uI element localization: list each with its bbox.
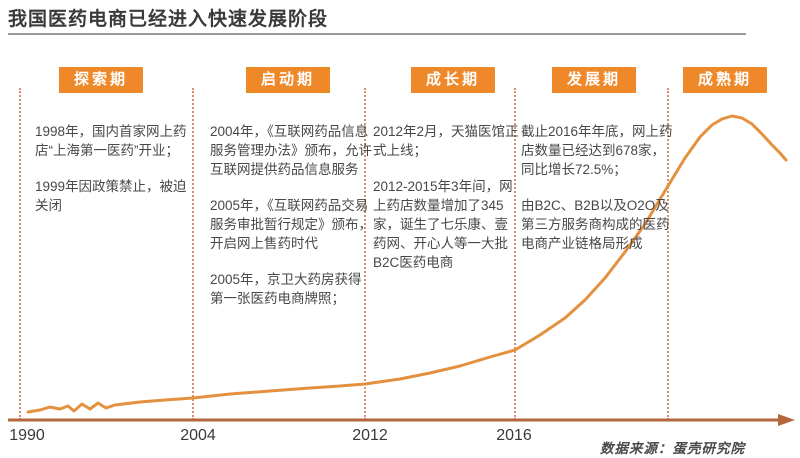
note-paragraph: 2012年2月，天猫医馆正式上线； [373,124,519,158]
stage-divider-2 [192,88,194,420]
note-paragraph: 1999年因政策禁止，被迫关闭 [35,179,187,213]
title-divider [8,33,746,35]
stage-notes-growth: 2012年2月，天猫医馆正式上线； 2012-2015年3年间，网上药店数量增加… [373,122,519,289]
stage-notes-exploration: 1998年，国内首家网上药店“上海第一医药”开业； 1999年因政策禁止，被迫关… [35,122,197,232]
note-paragraph: 由B2C、B2B以及O2O及第三方服务商构成的医药电商产业链格局形成 [521,198,670,251]
stage-badge-maturity: 成熟期 [683,67,767,93]
x-tick-2004: 2004 [180,427,216,444]
note-paragraph: 2004年，《互联网药品信息服务管理办法》颁布，允许互联网提供药品信息服务 [210,124,372,177]
stage-divider-3 [364,88,366,420]
note-paragraph: 2012-2015年3年间，网上药店数量增加了345家，诞生了七乐康、壹药网、开… [373,179,513,270]
stage-notes-development: 截止2016年年底，网上药店数量已经达到678家，同比增长72.5%； 由B2C… [521,122,673,270]
x-tick-1990: 1990 [9,427,45,444]
x-tick-2016: 2016 [496,427,532,444]
stage-badge-development: 发展期 [552,67,636,93]
x-tick-2012: 2012 [352,427,388,444]
lifecycle-curve [26,114,788,414]
data-source-note: 数据来源：蛋壳研究院 [600,441,745,456]
stage-divider-4 [514,88,516,420]
note-paragraph: 2005年，《互联网药品交易服务审批暂行规定》颁布，开启网上售药时代 [210,198,372,251]
note-paragraph: 2005年，京卫大药房获得第一张医药电商牌照； [210,272,362,306]
stage-badge-exploration: 探索期 [59,67,143,93]
note-paragraph: 截止2016年年底，网上药店数量已经达到678家，同比增长72.5%； [521,124,673,177]
page-title: 我国医药电商已经进入快速发展阶段 [8,9,329,30]
stage-divider-5 [667,88,669,420]
x-axis-arrow-icon [778,414,795,426]
note-paragraph: 1998年，国内首家网上药店“上海第一医药”开业； [35,124,187,158]
stage-badge-startup: 启动期 [246,67,330,93]
stage-badge-growth: 成长期 [411,67,495,93]
stage-divider-1 [19,88,21,420]
stage-notes-startup: 2004年，《互联网药品信息服务管理办法》颁布，允许互联网提供药品信息服务 20… [210,122,374,325]
